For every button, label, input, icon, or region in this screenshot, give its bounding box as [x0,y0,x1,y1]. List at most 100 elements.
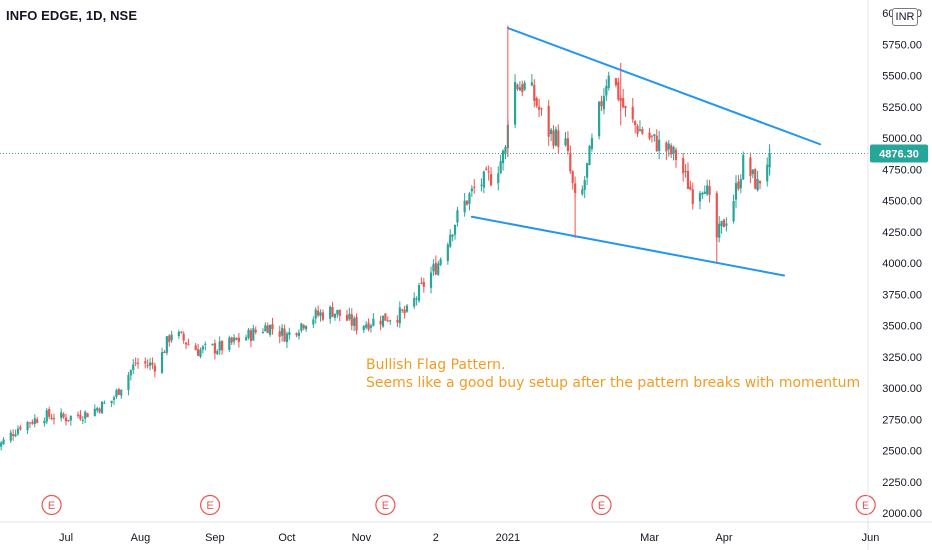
candle [84,410,87,423]
earnings-marker[interactable]: E [591,494,612,516]
candle [115,388,118,399]
time-tick-label: Jul [59,532,73,544]
candle [602,88,606,115]
candle [732,194,735,224]
candle [581,185,584,196]
candle [650,134,654,143]
candle [703,185,706,195]
time-tick-label: 2021 [496,532,520,544]
candle [28,422,32,429]
candle [62,412,65,419]
time-tick-label: Mar [640,532,659,544]
candle [218,336,221,355]
candle [372,313,375,327]
candle [434,255,437,276]
earnings-marker[interactable]: E [855,494,876,516]
currency-badge[interactable]: INR [892,8,918,26]
candle [648,127,651,141]
price-tick-label: 3750.00 [882,289,922,301]
candle [429,266,433,294]
trendlines[interactable] [470,27,822,277]
earnings-marker[interactable]: E [41,494,62,516]
candle [233,334,236,345]
candle [398,301,401,328]
candle [333,313,337,321]
candle [533,79,536,108]
candle [473,179,476,194]
candle [497,166,500,191]
svg-text:E: E [48,500,55,512]
price-axis[interactable]: 2000.00 2250.00 2500.00 2750.00 3000.00 3250.… [867,0,928,550]
svg-text:E: E [206,500,213,512]
last-price-label: 4876.30 [879,148,919,160]
candle [266,322,269,334]
candle [701,191,704,200]
candle [199,347,202,359]
candle [420,277,423,285]
candle [653,133,656,142]
candle [278,325,281,344]
candle [758,180,762,190]
candle [504,145,507,160]
candle [182,331,185,344]
candle [96,406,99,413]
candle [487,165,490,181]
price-tick-label: 5500.00 [882,71,922,83]
candle [417,282,421,303]
price-tick-label: 4000.00 [882,258,922,270]
candle [367,318,370,332]
candle [672,145,675,161]
candle [230,336,233,346]
candle [43,417,46,427]
candle [69,415,72,426]
candle [180,331,183,334]
candle [129,369,132,381]
trendline-lower[interactable] [470,215,786,277]
time-tick-label: Sep [205,532,225,544]
earnings-marker[interactable]: E [199,494,221,516]
candle [751,169,754,179]
candle [691,182,694,210]
candle [405,304,409,313]
candle [482,170,485,194]
time-tick-label: Apr [715,532,732,544]
candle [245,334,248,341]
candle [220,340,224,355]
candle [389,319,392,325]
candle [60,408,63,422]
candle [211,343,214,346]
annotation-line-1: Bullish Flag Pattern. [366,357,506,373]
candle [165,336,168,356]
candle [127,371,130,396]
candle [345,309,349,322]
candle [453,224,457,240]
time-axis[interactable]: Jul Aug Sep Oct Nov 2 2021 Mar Apr Jun [0,521,932,544]
candle [413,292,416,309]
candle [86,412,89,418]
candle [144,357,147,369]
candle [665,141,668,160]
candle [682,153,685,182]
candle [446,242,449,265]
candle [312,316,315,328]
candle [734,175,738,208]
candle [605,79,608,102]
candle [12,429,15,441]
time-tick-label: Jun [862,532,880,544]
earnings-marker[interactable]: E [375,494,396,516]
price-tick-label: 2000.00 [882,508,922,520]
candle [281,324,284,342]
price-tick-label: 3250.00 [882,352,922,364]
candle [271,317,274,335]
candle [501,149,505,171]
candle [98,407,101,414]
candle [216,349,219,356]
candle [468,191,471,211]
candle [33,414,36,428]
candle [196,343,200,357]
trendline-upper[interactable] [506,27,822,146]
candle [549,127,553,142]
candle [634,120,637,134]
